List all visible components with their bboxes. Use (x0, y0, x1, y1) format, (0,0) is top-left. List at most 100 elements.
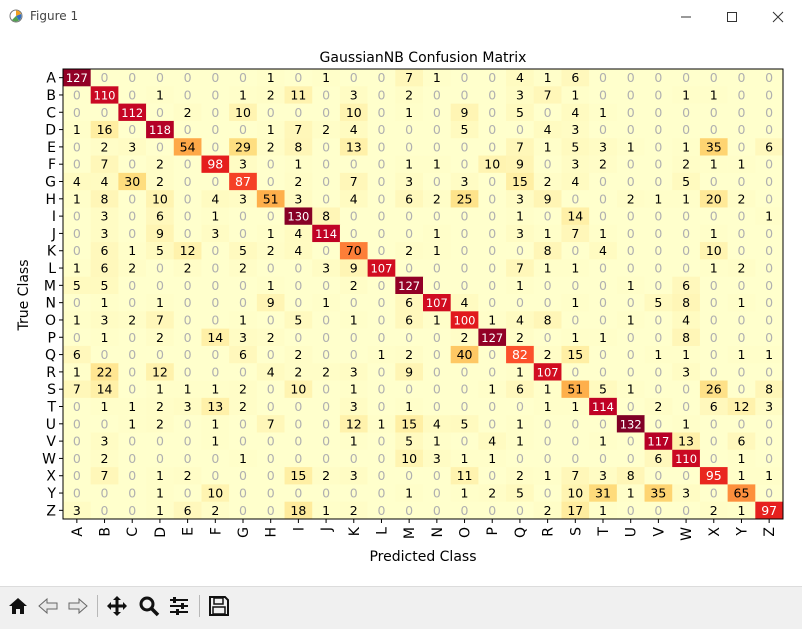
heatmap-cell (644, 276, 673, 295)
cell-value-label: 7 (516, 261, 524, 276)
x-tick-label: C (125, 527, 141, 537)
heatmap-cell (727, 449, 756, 468)
cell-value-label: 2 (128, 261, 136, 276)
heatmap-cell (506, 501, 535, 520)
heatmap-cell (755, 484, 784, 502)
heatmap-cell (755, 467, 784, 485)
cell-value-label: 1 (128, 399, 136, 414)
back-button[interactable] (35, 593, 61, 619)
heatmap-cell (533, 415, 562, 433)
heatmap-cell (367, 120, 396, 139)
heatmap-cell (63, 120, 91, 139)
cell-value-label: 4 (571, 174, 579, 189)
heatmap-cell (672, 172, 701, 191)
heatmap-cell (478, 501, 507, 520)
cell-value-label: 0 (128, 451, 136, 466)
cell-value-label: 2 (267, 243, 275, 258)
x-axis-label: Predicted Class (369, 549, 476, 565)
cell-value-label: 0 (488, 503, 496, 518)
cell-value-label: 0 (267, 434, 275, 449)
cell-value-label: 0 (73, 243, 81, 258)
heatmap-cell (755, 449, 784, 468)
forward-button[interactable] (65, 593, 91, 619)
cell-value-label: 1 (488, 451, 496, 466)
heatmap-cell (395, 138, 424, 156)
cell-value-label: 1 (682, 191, 690, 206)
cell-value-label: 0 (488, 347, 496, 362)
cell-value-label: 0 (682, 122, 690, 137)
maximize-button[interactable] (712, 4, 752, 30)
cell-value-label: 0 (211, 347, 219, 362)
heatmap-cell (201, 190, 230, 208)
heatmap-cell (395, 242, 424, 260)
cell-value-label: 0 (322, 399, 330, 414)
cell-value-label: 17 (567, 503, 583, 518)
heatmap-cell (256, 172, 285, 191)
cell-value-label: 0 (544, 416, 552, 431)
cell-value-label: 1 (682, 416, 690, 431)
cell-value-label: 2 (516, 468, 524, 483)
heatmap-cell (339, 172, 368, 191)
heatmap-cell (63, 467, 91, 485)
pan-move-icon (107, 596, 127, 616)
cell-value-label: 16 (97, 122, 113, 137)
pan-button[interactable] (104, 593, 130, 619)
heatmap-cell (63, 294, 91, 312)
heatmap-cell (616, 138, 645, 156)
cell-value-label: 0 (627, 347, 635, 362)
x-tick-label: E (181, 527, 197, 536)
heatmap-cell (339, 259, 368, 277)
heatmap-cell (699, 224, 728, 243)
cell-value-label: 0 (211, 174, 219, 189)
heatmap-cell (118, 467, 147, 485)
heatmap-cell (533, 172, 562, 191)
heatmap-cell (63, 103, 91, 122)
minimize-button[interactable] (666, 4, 706, 30)
cell-value-label: 1 (461, 486, 469, 501)
cell-value-label: 0 (377, 122, 385, 137)
heatmap-cell (423, 380, 451, 399)
heatmap-cell (423, 207, 451, 226)
configure-subplots-button[interactable] (166, 593, 192, 619)
heatmap-cell (589, 259, 618, 277)
cell-value-label: 3 (322, 261, 330, 276)
cell-value-label: 0 (654, 364, 662, 379)
cell-value-label: 1 (156, 382, 164, 397)
cell-value-label: 31 (595, 486, 611, 501)
home-button[interactable] (5, 593, 31, 619)
heatmap-cell (450, 501, 479, 520)
cell-value-label: 10 (152, 191, 168, 206)
heatmap-cell (699, 467, 728, 485)
heatmap-cell (589, 363, 618, 381)
cell-value-label: 1 (184, 382, 192, 397)
close-button[interactable] (758, 4, 798, 30)
heatmap-cell (284, 276, 313, 295)
heatmap-cell (589, 207, 618, 226)
cell-value-label: 7 (405, 70, 413, 85)
cell-value-label: 0 (128, 330, 136, 345)
heatmap-cell (367, 86, 396, 104)
heatmap-cell (312, 69, 341, 87)
cell-value-label: 0 (128, 226, 136, 241)
heatmap-cell (229, 345, 258, 364)
heatmap-cell (616, 86, 645, 104)
cell-value-label: 0 (461, 399, 469, 414)
cell-value-label: 3 (239, 330, 247, 345)
heatmap-cell (533, 328, 562, 347)
zoom-button[interactable] (136, 593, 162, 619)
heatmap-cell (201, 242, 230, 260)
heatmap-cell (561, 397, 590, 416)
heatmap-cell (118, 276, 147, 295)
cell-value-label: 0 (73, 87, 81, 102)
save-button[interactable] (206, 593, 232, 619)
heatmap-cell (450, 397, 479, 416)
cell-value-label: 0 (322, 278, 330, 293)
cell-value-label: 1 (211, 209, 219, 224)
cell-value-label: 2 (184, 468, 192, 483)
heatmap-cell (118, 120, 147, 139)
heatmap-cell (201, 120, 230, 139)
cell-value-label: 8 (544, 312, 552, 327)
cell-value-label: 0 (405, 503, 413, 518)
cell-value-label: 0 (128, 434, 136, 449)
heatmap-cell (63, 207, 91, 226)
